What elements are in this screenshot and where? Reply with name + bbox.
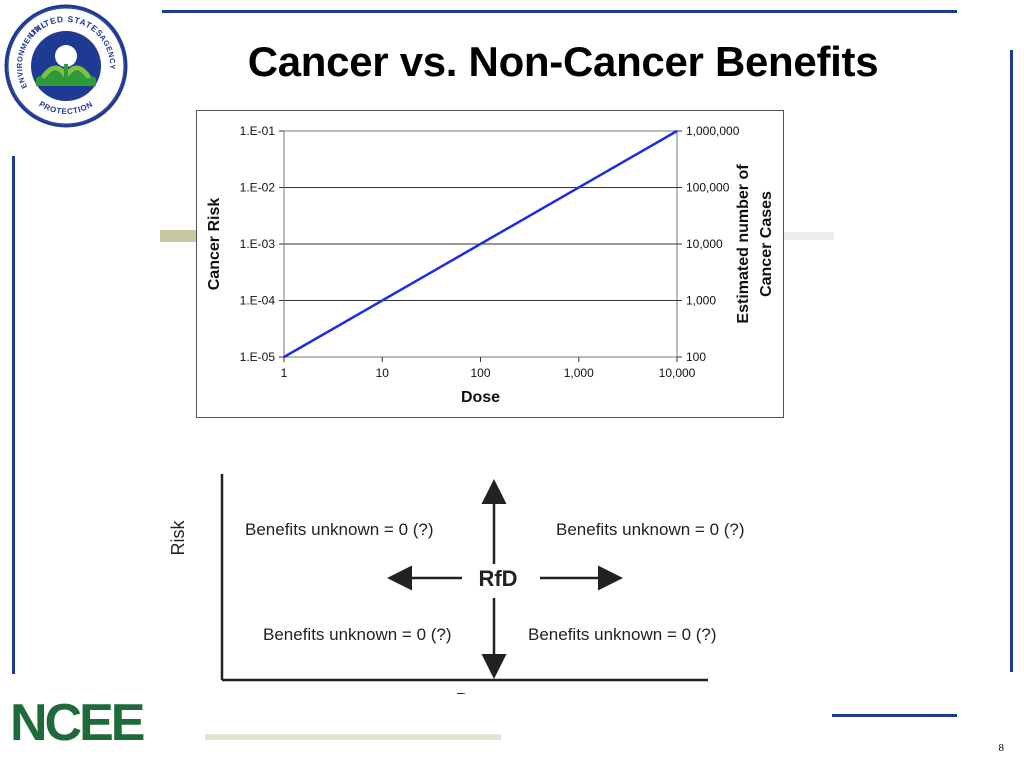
footer-logo-smudge [205,734,501,740]
quadrant-bottom-left: Benefits unknown = 0 (?) [263,625,452,644]
quadrant-bottom-right: Benefits unknown = 0 (?) [528,625,717,644]
risk-dose-chart: 1.E-01 1.E-02 1.E-03 1.E-04 1.E-05 1,000,000 1… [206,124,775,406]
epa-seal: UNITED STATES ENVIRONMENTAL PROTECTION A… [4,4,128,128]
y-tick-label: 1.E-02 [240,181,276,195]
y2-tick-label: 100,000 [686,181,730,195]
y2-axis-label-line1: Estimated number of [735,164,752,324]
bottom-rule [832,714,957,717]
y2-tick-label: 10,000 [686,237,723,251]
y-tick-label: 1.E-03 [240,237,276,251]
y2-axis-label-line2: Cancer Cases [758,191,775,297]
x-tick-label: 10 [376,366,390,380]
y2-tick-label: 1,000,000 [686,124,740,138]
quadrant-top-right: Benefits unknown = 0 (?) [556,520,745,539]
x-tick-label: 100 [470,366,490,380]
y2-tick-label: 1,000 [686,294,716,308]
diagram-ylabel: Risk [168,520,188,556]
y-axis-label: Cancer Risk [206,198,223,291]
x-axis-label: Dose [461,389,500,406]
x-tick-label: 1 [281,366,288,380]
x-tick-label: 10,000 [659,366,696,380]
quadrant-top-left: Benefits unknown = 0 (?) [245,520,434,539]
y-tick-label: 1.E-04 [240,294,276,308]
top-rule [162,10,957,13]
slide-title: Cancer vs. Non-Cancer Benefits [247,38,879,85]
y2-tick-label: 100 [686,350,706,364]
ncee-logo-text: NCEE [10,694,144,746]
right-rule [1010,50,1013,672]
x-tick-label: 1,000 [564,366,594,380]
y-tick-label: 1.E-05 [240,350,276,364]
left-rule [12,156,15,674]
rfd-label: RfD [478,566,517,591]
accent-band-right [782,232,834,240]
ncee-logo: NCEE [10,694,200,752]
rfd-diagram: Risk Dose Benefits unknown = 0 (?) Benef… [160,460,840,725]
chart-frame: 1.E-01 1.E-02 1.E-03 1.E-04 1.E-05 1,000,000 1… [196,110,784,418]
series-line [283,129,678,359]
accent-band-left [160,230,198,242]
page-number: 8 [998,742,1005,754]
y-tick-label: 1.E-01 [240,124,276,138]
